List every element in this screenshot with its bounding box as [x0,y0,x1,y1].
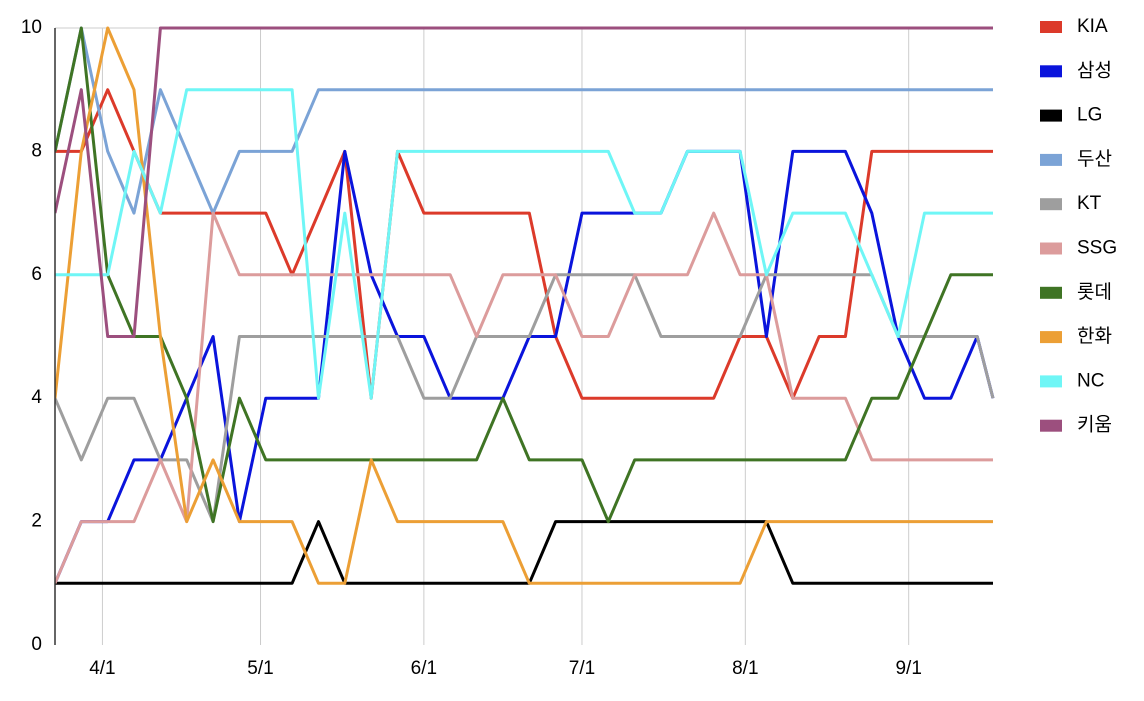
x-tick-label: 4/1 [89,658,115,679]
series-line [55,26,993,524]
series-line [55,26,993,338]
y-tick-label: 0 [31,634,42,655]
series-line [55,26,993,215]
x-tick-label: 6/1 [411,658,437,679]
legend-swatch [1040,153,1062,166]
legend-swatch [1040,21,1062,33]
series-line [55,26,993,585]
series-line [55,273,995,524]
y-tick-label: 6 [31,264,42,285]
y-tick-label: 4 [31,387,42,408]
x-tick-label: 7/1 [569,658,595,679]
legend-label: KT [1077,193,1102,214]
legend-label: KIA [1077,16,1108,37]
legend-swatch [1040,198,1062,211]
legend-label: 롯데 [1077,281,1112,303]
legend-label: 삼성 [1077,59,1112,81]
legend-label: 한화 [1077,325,1112,347]
series-line [55,211,993,584]
y-tick-label: 10 [21,17,42,38]
x-tick-label: 8/1 [732,658,758,679]
legend-swatch [1040,242,1062,255]
legend-label: SSG [1077,238,1117,259]
legend-swatch [1040,419,1062,432]
legend-swatch [1040,286,1062,299]
legend-swatch [1040,109,1062,122]
legend-swatch [1040,65,1062,78]
legend-label: NC [1077,370,1104,391]
legend-label: 두산 [1077,148,1112,170]
series-line [55,88,993,400]
x-tick-label: 5/1 [247,658,273,679]
legend-label: LG [1077,105,1102,126]
y-tick-label: 2 [31,511,42,532]
legend-label: 키움 [1077,414,1112,436]
legend-swatch [1040,375,1062,388]
series-line [55,149,995,584]
y-tick-label: 8 [31,140,42,161]
legend-swatch [1040,331,1062,344]
x-tick-label: 9/1 [895,658,921,679]
